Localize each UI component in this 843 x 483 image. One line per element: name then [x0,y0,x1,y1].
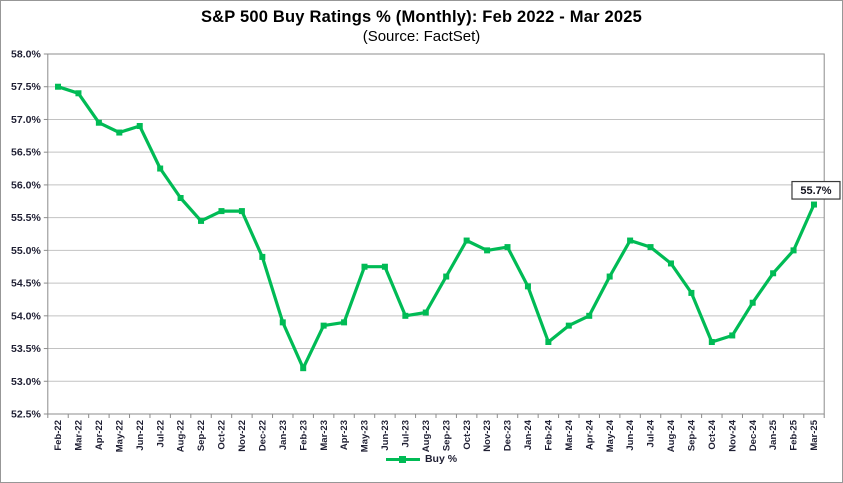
svg-text:Dec-22: Dec-22 [257,420,268,451]
svg-text:Feb-25: Feb-25 [789,419,800,450]
plot-area-border [47,53,825,415]
svg-text:Nov-24: Nov-24 [727,419,738,451]
legend-line-marker-icon [385,455,420,464]
svg-text:May-24: May-24 [605,419,616,452]
legend: Buy % [1,453,842,465]
svg-text:55.0%: 55.0% [11,245,41,257]
svg-text:Apr-24: Apr-24 [584,419,595,450]
y-axis-labels: 58.0% 57.5% 57.0% 56.5% 56.0% 55.5% 55.0% 54.5%… [11,49,48,421]
svg-text:54.0%: 54.0% [11,310,41,322]
gridlines [47,53,825,415]
svg-text:Aug-24: Aug-24 [666,419,677,452]
svg-text:Apr-23: Apr-23 [339,420,350,450]
svg-text:Jan-23: Jan-23 [278,420,289,450]
svg-text:Mar-24: Mar-24 [564,419,575,450]
svg-text:57.5%: 57.5% [11,81,41,93]
x-axis-labels: Feb-22 Mar-22 Apr-22 May-22 Jun-22 Jul-22 Aug-… [53,419,820,452]
svg-text:Nov-22: Nov-22 [237,420,248,452]
svg-text:52.5%: 52.5% [11,409,41,421]
svg-text:Aug-23: Aug-23 [421,420,432,452]
svg-text:Oct-24: Oct-24 [707,419,718,449]
svg-text:58.0%: 58.0% [11,49,41,61]
svg-text:Feb-22: Feb-22 [53,420,64,451]
last-value-callout: 55.7% [791,180,841,200]
svg-text:Jul-23: Jul-23 [400,420,411,447]
svg-text:Mar-23: Mar-23 [319,420,330,451]
svg-text:Sep-22: Sep-22 [196,420,207,451]
svg-text:Jan-24: Jan-24 [523,419,534,450]
svg-text:Sep-23: Sep-23 [441,420,452,451]
svg-text:Feb-23: Feb-23 [298,420,309,451]
legend-series-label: Buy % [424,453,458,465]
svg-text:Nov-23: Nov-23 [482,420,493,452]
svg-text:53.5%: 53.5% [11,343,41,355]
svg-text:57.0%: 57.0% [11,114,41,126]
svg-text:Mar-22: Mar-22 [74,420,85,451]
svg-text:Dec-24: Dec-24 [748,419,759,451]
chart-title: S&P 500 Buy Ratings % (Monthly): Feb 202… [200,8,643,26]
svg-text:May-22: May-22 [114,420,125,452]
svg-text:Feb-24: Feb-24 [544,419,555,450]
buy-series-markers [55,83,817,372]
svg-text:Oct-23: Oct-23 [462,420,473,450]
legend-square-marker [398,455,406,463]
svg-text:Jul-22: Jul-22 [155,420,166,447]
svg-text:56.0%: 56.0% [11,179,41,191]
svg-text:53.0%: 53.0% [11,376,41,388]
svg-text:Aug-22: Aug-22 [176,420,187,452]
svg-text:55.7%: 55.7% [800,185,831,197]
svg-text:Jun-23: Jun-23 [380,420,391,451]
x-axis-ticks [47,414,825,418]
svg-text:54.5%: 54.5% [11,278,41,290]
svg-text:May-23: May-23 [360,420,371,452]
chart-subtitle: (Source: FactSet) [362,28,481,45]
svg-text:55.5%: 55.5% [11,212,41,224]
svg-text:56.5%: 56.5% [11,147,41,159]
svg-text:Oct-22: Oct-22 [217,420,228,450]
svg-text:Jan-25: Jan-25 [768,419,779,450]
svg-text:Jul-24: Jul-24 [646,419,657,447]
svg-text:Jun-22: Jun-22 [135,420,146,451]
svg-text:Apr-22: Apr-22 [94,420,105,450]
buy-series-line [56,85,816,370]
svg-text:Mar-25: Mar-25 [809,419,820,450]
svg-text:Dec-23: Dec-23 [503,420,514,451]
svg-text:Jun-24: Jun-24 [625,419,636,450]
svg-text:Sep-24: Sep-24 [687,419,698,451]
